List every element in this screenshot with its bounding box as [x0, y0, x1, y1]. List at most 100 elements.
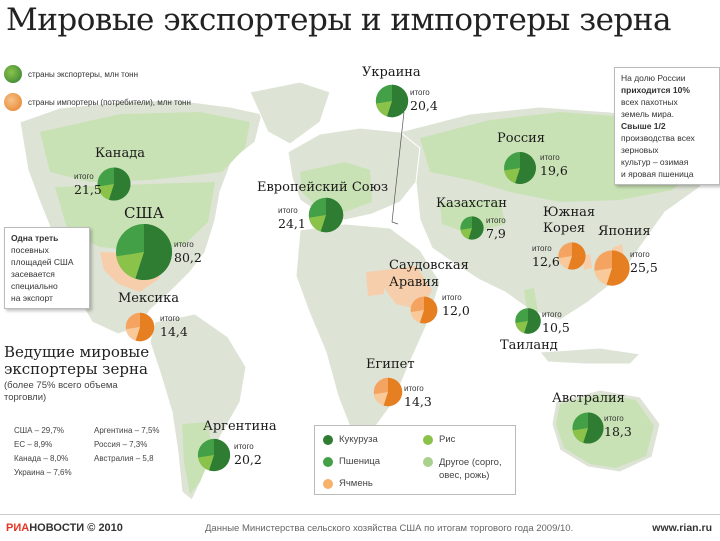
pie-slice — [524, 308, 541, 334]
note-line: площадей США — [11, 257, 74, 267]
note-line: земель мира. — [621, 109, 674, 119]
pie-slice — [460, 228, 472, 240]
legend-item-wheat: Пшеница — [323, 456, 380, 467]
caption-egypt: итого — [404, 384, 424, 393]
legend-label: Пшеница — [339, 456, 381, 467]
country-name-japan: Япония — [598, 224, 651, 239]
page-title: Мировые экспортеры и импортеры зерна — [6, 2, 671, 38]
note-line: производства всех — [621, 133, 695, 143]
caption-canada: итого — [74, 172, 94, 181]
value-usa: 80,2 — [174, 250, 202, 265]
legend-item-other: Другое (сорго, овес, рожь) — [423, 456, 513, 482]
pie-slice — [320, 197, 344, 233]
greenland-landmass — [249, 81, 331, 145]
pie-slice — [376, 101, 392, 117]
legend-exporters: страны экспортеры, млн тонн — [28, 69, 139, 79]
eu-region — [300, 162, 372, 212]
country-name-australia: Австралия — [552, 391, 625, 406]
logo-part: РИА — [6, 522, 30, 534]
exporter-share: Украина – 7,6% — [14, 468, 72, 477]
caption-usa: итого — [174, 240, 194, 249]
legend-importers: страны импортеры (потребители), млн тонн — [28, 97, 191, 107]
caption-mexico: итого — [160, 314, 180, 323]
leader-lines — [391, 111, 405, 225]
pie-slice — [308, 215, 326, 232]
exporter-share: Канада – 8,0% — [14, 454, 69, 463]
pie-slice — [410, 310, 424, 323]
corn-swatch-icon — [323, 434, 333, 445]
caption-japan: итого — [630, 250, 650, 259]
exporter-share: Россия – 7,3% — [94, 440, 148, 449]
value-saudi-arabia: 12,0 — [442, 303, 470, 318]
south-america-landmass — [149, 313, 247, 501]
note-line: культур – озимая — [621, 157, 689, 167]
legend-item-corn: Кукуруза — [323, 434, 378, 445]
pie-slice — [572, 428, 588, 443]
pie-slice — [108, 167, 131, 201]
legend-label: Кукуруза — [339, 434, 378, 445]
legend-top: страны экспортеры, млн тонн страны импор… — [4, 60, 191, 116]
value-argentina: 20,2 — [234, 452, 262, 467]
pie-slice — [594, 268, 612, 285]
pie-slice — [515, 152, 536, 184]
crop-legend: Кукуруза Пшеница Ячмень Рис Другое (сорг… — [314, 425, 516, 495]
caption-thailand: итого — [542, 310, 562, 319]
egypt-region — [366, 270, 384, 296]
note-line: и яровая пшеница — [621, 169, 694, 179]
value-eu: 24,1 — [278, 216, 306, 231]
pie-slice — [198, 455, 214, 471]
exporter-share: ЕС – 8,9% — [14, 440, 53, 449]
country-name-eu: Европейский Союз — [257, 180, 389, 195]
pie-slice — [606, 250, 630, 286]
country-name-russia: Россия — [497, 131, 546, 146]
barley-swatch-icon — [323, 478, 333, 489]
argentina-region — [182, 422, 212, 494]
russia-note: На долю России приходится 10% всех пахот… — [614, 67, 720, 185]
note-line: зерновых — [621, 145, 659, 155]
caption-eu: итого — [278, 206, 298, 215]
legend-item-rice: Рис — [423, 434, 455, 445]
pie-slice — [567, 242, 586, 270]
value-canada: 21,5 — [74, 182, 102, 197]
pie-slice — [583, 412, 604, 444]
country-name-saudi-arabia: Саудовская Аравия — [389, 258, 469, 290]
site-link[interactable]: www.rian.ru — [652, 522, 712, 534]
caption-australia: итого — [604, 414, 624, 423]
leading-exporters: Ведущие мировые экспортеры зерна (более … — [4, 344, 194, 404]
rice-swatch-icon — [423, 434, 433, 445]
pie-slice — [135, 312, 155, 342]
exporter-share: Аргентина – 7,5% — [94, 426, 160, 435]
value-south-korea: 12,6 — [532, 254, 560, 269]
pie-slice — [468, 216, 484, 240]
australia-region — [556, 394, 654, 468]
value-kazakhstan: 7,9 — [486, 226, 506, 241]
footer: РИАНОВОСТИ © 2010 Данные Министерства се… — [0, 514, 720, 541]
value-egypt: 14,3 — [404, 394, 432, 409]
country-name-usa: США — [124, 204, 164, 222]
importer-swatch-icon — [4, 93, 22, 111]
pie-slice — [504, 168, 520, 184]
pie-slice — [383, 377, 403, 407]
value-mexico: 14,4 — [160, 324, 188, 339]
country-name-mexico: Мексика — [118, 291, 179, 306]
caption-kazakhstan: итого — [486, 216, 506, 225]
country-name-canada: Канада — [95, 146, 145, 161]
note-line: приходится 10% — [621, 85, 690, 95]
caption-south-korea: итого — [532, 244, 552, 253]
country-name-egypt: Египет — [366, 357, 415, 372]
pie-slice — [386, 84, 409, 118]
note-line: специально — [11, 281, 58, 291]
pie-slice — [373, 392, 388, 406]
wheat-swatch-icon — [323, 456, 333, 467]
exporters-heading-2: экспортеры зерна — [4, 360, 148, 378]
caption-russia: итого — [540, 153, 560, 162]
ria-logo: РИАНОВОСТИ © 2010 — [6, 522, 123, 534]
pie-slice — [135, 224, 172, 280]
world-map — [19, 81, 713, 501]
indonesia-landmass — [539, 347, 642, 365]
note-line: посевных — [11, 245, 49, 255]
pie-slice — [97, 184, 114, 200]
exporters-heading-1: Ведущие мировые — [4, 343, 150, 361]
exporters-sub-1: (более 75% всего объема — [4, 380, 118, 391]
